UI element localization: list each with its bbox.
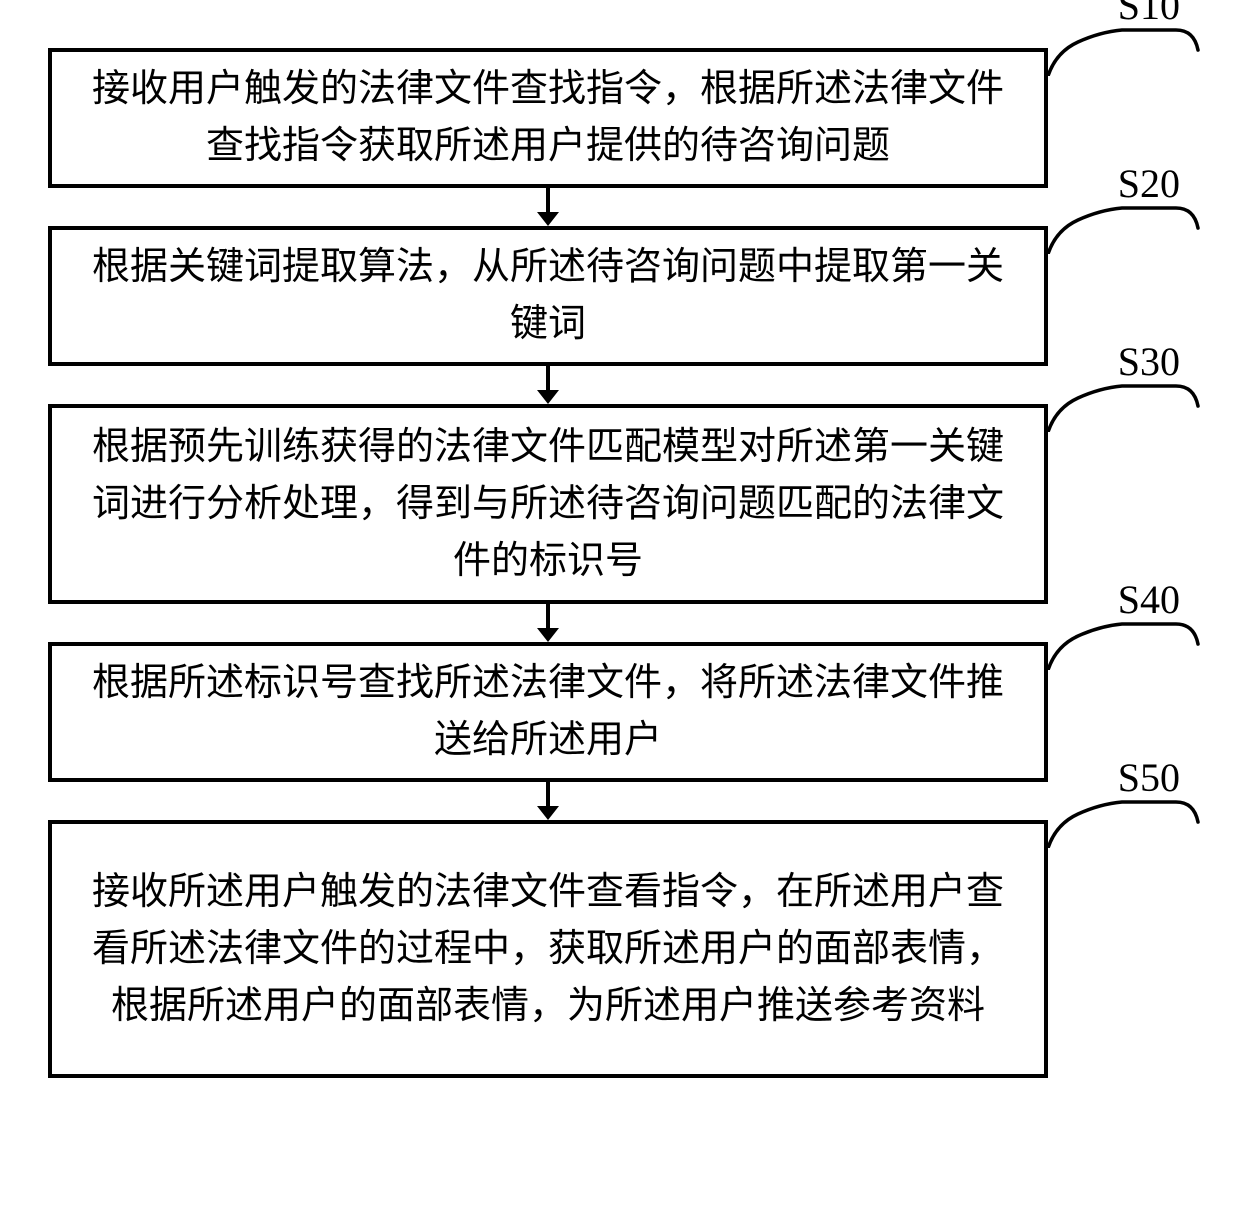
step-box: 根据所述标识号查找所述法律文件，将所述法律文件推送给所述用户	[48, 642, 1048, 782]
step-text: 接收所述用户触发的法律文件查看指令，在所述用户查看所述法律文件的过程中，获取所述…	[80, 864, 1016, 1035]
flowchart-container: 接收用户触发的法律文件查找指令，根据所述法律文件查找指令获取所述用户提供的待咨询…	[48, 48, 1178, 1078]
step-label: S50	[1118, 754, 1180, 801]
step-label: S20	[1118, 160, 1180, 207]
step-label: S30	[1118, 338, 1180, 385]
step-box: 接收用户触发的法律文件查找指令，根据所述法律文件查找指令获取所述用户提供的待咨询…	[48, 48, 1048, 188]
flow-step-s50: 接收所述用户触发的法律文件查看指令，在所述用户查看所述法律文件的过程中，获取所述…	[48, 820, 1178, 1078]
arrow-down	[48, 604, 1048, 642]
flow-step-s30: 根据预先训练获得的法律文件匹配模型对所述第一关键词进行分析处理，得到与所述待咨询…	[48, 404, 1178, 604]
step-box: 接收所述用户触发的法律文件查看指令，在所述用户查看所述法律文件的过程中，获取所述…	[48, 820, 1048, 1078]
step-text: 根据关键词提取算法，从所述待咨询问题中提取第一关键词	[80, 239, 1016, 353]
step-label: S40	[1118, 576, 1180, 623]
step-text: 根据预先训练获得的法律文件匹配模型对所述第一关键词进行分析处理，得到与所述待咨询…	[80, 419, 1016, 590]
flow-step-s40: 根据所述标识号查找所述法律文件，将所述法律文件推送给所述用户S40	[48, 642, 1178, 782]
step-label: S10	[1118, 0, 1180, 29]
step-box: 根据关键词提取算法，从所述待咨询问题中提取第一关键词	[48, 226, 1048, 366]
arrow-down	[48, 782, 1048, 820]
arrow-down	[48, 366, 1048, 404]
step-box: 根据预先训练获得的法律文件匹配模型对所述第一关键词进行分析处理，得到与所述待咨询…	[48, 404, 1048, 604]
step-text: 根据所述标识号查找所述法律文件，将所述法律文件推送给所述用户	[80, 655, 1016, 769]
flow-step-s20: 根据关键词提取算法，从所述待咨询问题中提取第一关键词S20	[48, 226, 1178, 366]
step-text: 接收用户触发的法律文件查找指令，根据所述法律文件查找指令获取所述用户提供的待咨询…	[80, 61, 1016, 175]
arrow-down	[48, 188, 1048, 226]
flow-step-s10: 接收用户触发的法律文件查找指令，根据所述法律文件查找指令获取所述用户提供的待咨询…	[48, 48, 1178, 188]
